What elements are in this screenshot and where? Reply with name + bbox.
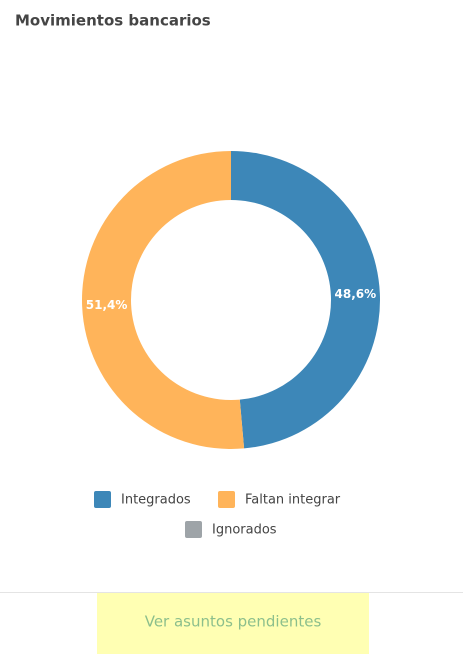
legend-swatch xyxy=(218,491,235,508)
value-label: 48,6% xyxy=(335,287,377,301)
button-label[interactable]: Ver asuntos pendientes xyxy=(145,613,322,631)
legend-label: Faltan integrar xyxy=(245,493,341,508)
legend-label: Integrados xyxy=(121,493,191,508)
legend-swatch xyxy=(94,491,111,508)
donut-segment xyxy=(231,151,381,449)
donut-segment xyxy=(82,151,245,449)
legend-swatch xyxy=(185,521,202,538)
chart-title: Movimientos bancarios xyxy=(15,12,211,30)
legend-label: Ignorados xyxy=(212,523,277,538)
button[interactable] xyxy=(97,593,369,654)
value-label: 51,4% xyxy=(86,298,128,312)
